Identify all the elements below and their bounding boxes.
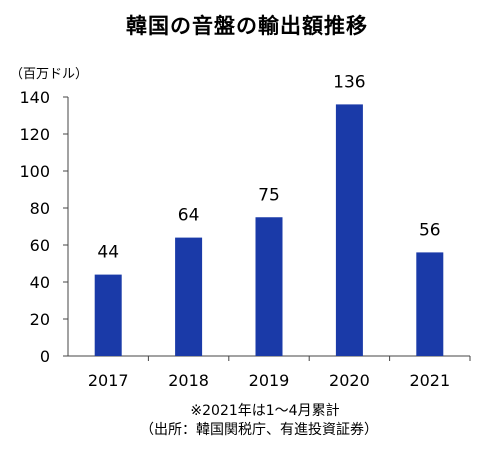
x-tick-label: 2020 (329, 371, 370, 390)
y-tick-label: 60 (30, 236, 50, 255)
x-tick-label: 2019 (249, 371, 290, 390)
y-tick-label: 140 (19, 88, 50, 107)
x-tick-label: 2017 (88, 371, 129, 390)
bar-value-label: 136 (333, 72, 365, 92)
bar (255, 217, 283, 356)
x-tick-label: 2021 (409, 371, 450, 390)
bar-value-label: 75 (258, 185, 280, 205)
bar (416, 252, 444, 356)
bar-value-label: 44 (97, 243, 119, 263)
y-tick-label: 80 (30, 199, 50, 218)
y-tick-label: 120 (19, 125, 50, 144)
x-tick-label: 2018 (168, 371, 209, 390)
bar-value-label: 56 (419, 220, 441, 240)
y-tick-label: 100 (19, 162, 50, 181)
chart-title: 韓国の音盤の輸出額推移 (126, 14, 368, 38)
footnote-period: ※2021年は1〜4月累計 (190, 403, 340, 419)
bar (335, 104, 363, 357)
y-tick-label: 40 (30, 273, 50, 292)
y-tick-label: 0 (40, 347, 50, 366)
bar (94, 274, 122, 356)
y-tick-label: 20 (30, 310, 50, 329)
y-axis-unit-label: （百万ドル） (10, 67, 89, 82)
footnote-source: （出所：韓国関税庁、有進投資証券） (140, 422, 378, 438)
bar-value-label: 64 (178, 206, 200, 226)
bar (175, 237, 203, 356)
